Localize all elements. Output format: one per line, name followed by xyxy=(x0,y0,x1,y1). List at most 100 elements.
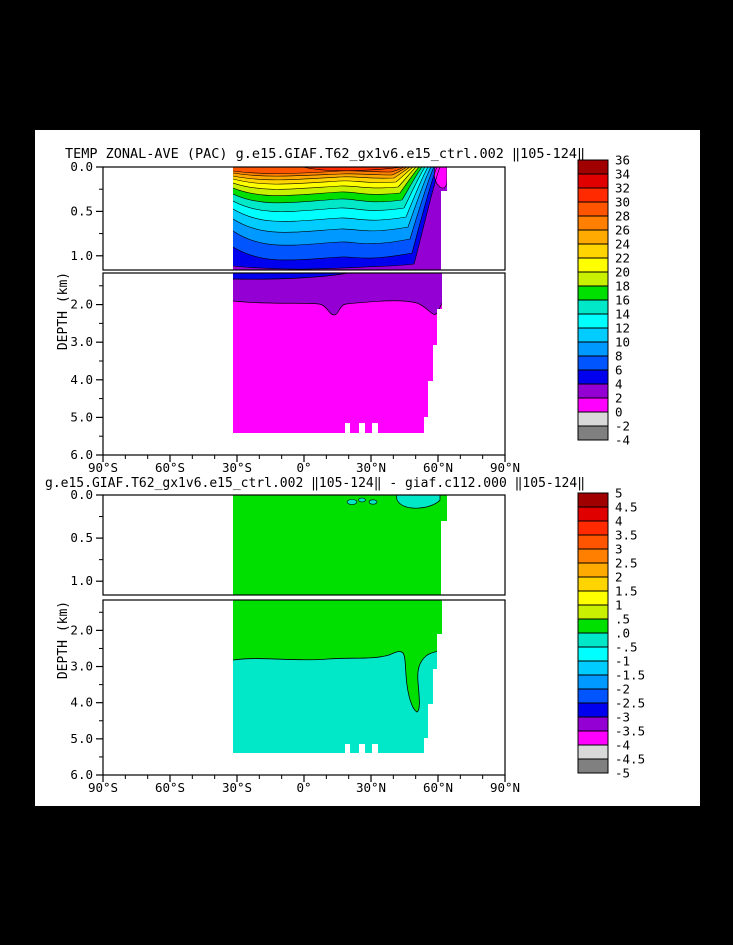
x-tick-label: 60°N xyxy=(423,460,453,475)
colorbar-label: -1 xyxy=(615,654,630,669)
colorbar-label: 1 xyxy=(615,598,623,613)
x-tick-label: 30°S xyxy=(222,460,252,475)
x-tick-label: 0° xyxy=(296,460,311,475)
colorbar-cell xyxy=(577,201,609,217)
x-tick-label: 90°N xyxy=(490,460,520,475)
panel2-title: g.e15.GIAF.T62_gx1v6.e15_ctrl.002 ‖105-1… xyxy=(45,476,585,491)
colorbar-label: 30 xyxy=(615,195,630,210)
panel1-upper-contours xyxy=(233,167,447,270)
y-tick-label: 5.0 xyxy=(70,731,93,746)
colorbar-label: 14 xyxy=(615,307,630,322)
colorbar-label: -1.5 xyxy=(615,668,645,683)
colorbar-cell xyxy=(577,313,609,329)
colorbar-label: -3 xyxy=(615,710,630,725)
diff-negative-north-patch xyxy=(396,495,441,509)
colorbar-label: -3.5 xyxy=(615,724,645,739)
colorbar-cell xyxy=(577,271,609,287)
colorbar-cell xyxy=(577,562,609,578)
temp-band-2-4-deep xyxy=(233,273,442,315)
colorbar-cell xyxy=(577,369,609,385)
colorbar-cell xyxy=(577,716,609,732)
x-tick-label: 30°S xyxy=(222,780,252,795)
colorbar-cell xyxy=(577,632,609,648)
colorbar-cell xyxy=(577,548,609,564)
colorbar-label: 36 xyxy=(615,153,630,168)
temp-band-6-8 xyxy=(233,167,447,270)
y-tick-label: 3.0 xyxy=(70,659,93,674)
y-tick-label: 0.5 xyxy=(70,530,93,545)
colorbar-label: 4 xyxy=(615,514,623,529)
colorbar-cell xyxy=(577,341,609,357)
colorbar-label: 12 xyxy=(615,321,630,336)
colorbar-label: -2 xyxy=(615,419,630,434)
colorbar-label: 26 xyxy=(615,223,630,238)
panel1-lower-contours xyxy=(233,273,442,433)
colorbar-cell xyxy=(577,534,609,550)
colorbar-cell xyxy=(577,215,609,231)
diff-band-0-0.5 xyxy=(233,495,447,595)
x-tick-label: 60°S xyxy=(155,460,185,475)
colorbar-cell xyxy=(577,173,609,189)
colorbar-label: -4 xyxy=(615,433,630,448)
x-tick-label: 90°S xyxy=(88,460,118,475)
colorbar-label: 1.5 xyxy=(615,584,638,599)
colorbar-cell xyxy=(577,744,609,760)
colorbar-label: 34 xyxy=(615,167,630,182)
colorbar-cell xyxy=(577,229,609,245)
temp-band-4-6-deep-sliver xyxy=(233,273,348,280)
colorbar-label: 5 xyxy=(615,486,623,501)
colorbar-label: 2.5 xyxy=(615,556,638,571)
colorbar-cell xyxy=(577,383,609,399)
colorbar-cell xyxy=(577,702,609,718)
colorbar-cell xyxy=(577,660,609,676)
contour-lines-upper xyxy=(233,167,441,270)
colorbar-cell xyxy=(577,257,609,273)
colorbar-label: -.5 xyxy=(615,640,638,655)
y-tick-label: 6.0 xyxy=(70,767,93,782)
colorbar-cell xyxy=(577,590,609,606)
colorbar-label: .5 xyxy=(615,612,630,627)
colorbar-cell xyxy=(577,646,609,662)
colorbar-label: 4 xyxy=(615,377,623,392)
colorbar-label: -2 xyxy=(615,682,630,697)
panel2-axes-colorbar: 90°S 60°S 30°S 0° 30°N 60°N 90°N0.00.51.02.03.… xyxy=(70,486,645,796)
figure-page: TEMP ZONAL-AVE (PAC) g.e15.GIAF.T62_gx1v… xyxy=(35,130,700,806)
colorbar-cell xyxy=(577,299,609,315)
colorbar-label: 16 xyxy=(615,293,630,308)
temp-band-30-32-surface-lens xyxy=(303,167,403,171)
y-tick-label: 3.0 xyxy=(70,334,93,349)
colorbar-label: 2 xyxy=(615,570,623,585)
y-tick-label: 1.0 xyxy=(70,573,93,588)
colorbar-label: 10 xyxy=(615,335,630,350)
colorbar-cell xyxy=(577,159,609,175)
panel2-upper-box xyxy=(102,494,506,596)
colorbar-cell xyxy=(577,604,609,620)
diff-negative-small-patch xyxy=(358,497,366,503)
y-tick-label: 2.0 xyxy=(70,622,93,637)
panel1-plot: TEMP ZONAL-AVE (PAC) g.e15.GIAF.T62_gx1v… xyxy=(56,146,630,476)
y-tick-label: 0.5 xyxy=(70,203,93,218)
colorbar-label: 3.5 xyxy=(615,528,638,543)
panel1-ylabel: DEPTH (km) xyxy=(56,272,71,350)
colorbar-label: 32 xyxy=(615,181,630,196)
colorbar-cell xyxy=(577,506,609,522)
panel2-plot: g.e15.GIAF.T62_gx1v6.e15_ctrl.002 ‖105-1… xyxy=(45,476,645,796)
colorbar-label: 20 xyxy=(615,265,630,280)
colorbar-cell xyxy=(577,618,609,634)
y-tick-label: 1.0 xyxy=(70,248,93,263)
panel1-upper-box xyxy=(102,166,506,271)
colorbar-label: 0 xyxy=(615,405,623,420)
colorbar-label: 24 xyxy=(615,237,630,252)
x-tick-label: 30°N xyxy=(356,460,386,475)
colorbar-label: 22 xyxy=(615,251,630,266)
colorbar-cell xyxy=(577,397,609,413)
y-tick-label: 4.0 xyxy=(70,372,93,387)
colorbar-label: 4.5 xyxy=(615,500,638,515)
panel2-lower-contours xyxy=(233,600,442,753)
colorbar-cell xyxy=(577,327,609,343)
colorbar-label: -4 xyxy=(615,738,630,753)
y-tick-label: 0.0 xyxy=(70,487,93,502)
colorbar-label: 28 xyxy=(615,209,630,224)
panel1-axes-colorbar: 90°S 60°S 30°S 0° 30°N 60°N 90°N 0.0 0.5 1.0 2.0 3.… xyxy=(70,153,630,476)
